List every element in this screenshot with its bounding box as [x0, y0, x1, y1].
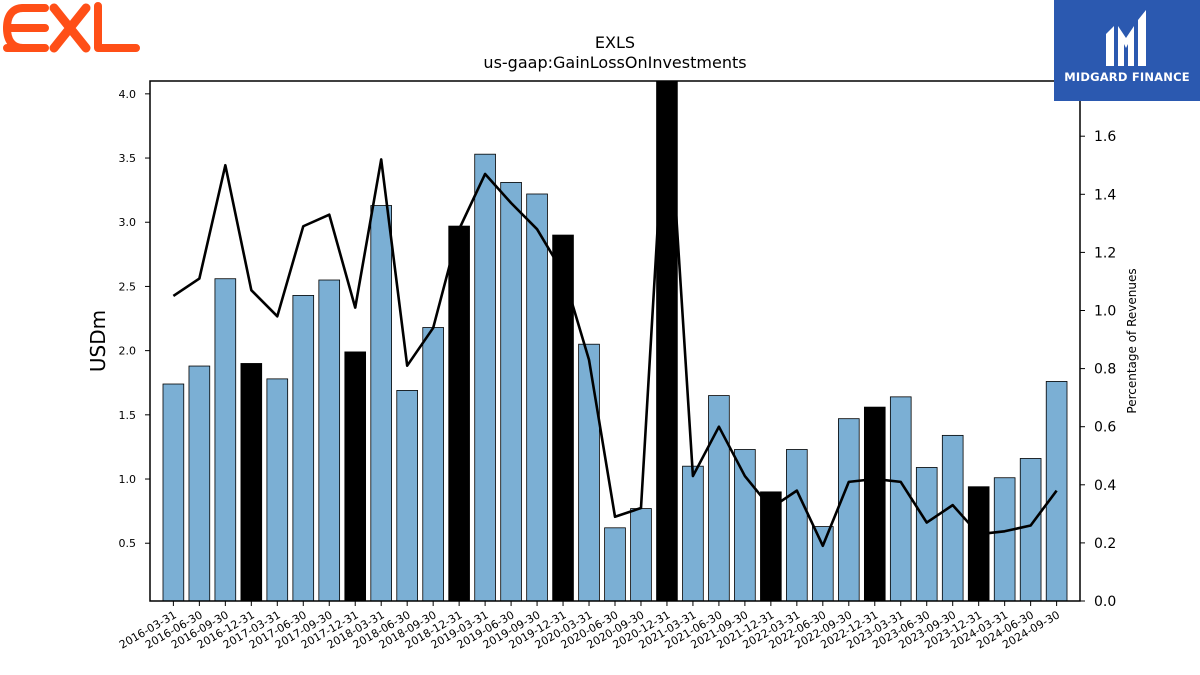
y2-tick-label: 1.4: [1094, 187, 1116, 203]
y2-axis-label: Percentage of Revenues: [1125, 268, 1139, 413]
y2-tick-label: 0.2: [1094, 536, 1116, 552]
bar-2023-12-31: [967, 486, 990, 602]
bar-2018-03-31: [370, 205, 392, 602]
bar-2022-09-30: [838, 418, 860, 602]
bar-2023-06-30: [915, 467, 938, 602]
bar-2019-09-30: [526, 193, 548, 602]
bar-2017-03-31: [266, 378, 289, 602]
bar-2024-03-31: [993, 477, 1016, 602]
bar-2019-06-30: [500, 182, 522, 602]
bar-2018-12-31: [448, 225, 470, 602]
bar-2016-12-31: [240, 363, 263, 602]
y-tick-label: 3.0: [119, 216, 137, 229]
bar-2016-09-30: [214, 278, 237, 602]
exl-logo-icon: [3, 2, 140, 53]
company-logo: [2, 0, 142, 60]
bar-2020-12-31: [656, 80, 678, 602]
y-axis-label: USDm: [86, 310, 110, 372]
brand-name: MIDGARD FINANCE: [1064, 70, 1190, 84]
y-tick-label: 1.0: [119, 473, 137, 486]
bar-2023-09-30: [941, 434, 964, 602]
percentage-line: [172, 81, 1058, 548]
chart-title: EXLS: [595, 33, 635, 52]
bars-group: [162, 80, 1068, 602]
y-tick-label: 4.0: [119, 88, 137, 101]
y2-tick-label: 0.4: [1094, 478, 1116, 494]
plot-frame: [149, 80, 1081, 602]
bar-2016-03-31: [162, 383, 185, 602]
y2-tick-label: 0.6: [1094, 420, 1116, 436]
bar-2024-06-30: [1019, 458, 1042, 602]
bar-2023-03-31: [889, 396, 912, 602]
y2-tick-label: 0.8: [1094, 362, 1116, 378]
brand-badge: MIDGARD FINANCE: [1054, 0, 1200, 101]
bar-2020-03-31: [578, 343, 600, 602]
y-tick-label: 2.0: [119, 345, 137, 358]
y-tick-label: 2.5: [119, 280, 137, 293]
bar-2019-12-31: [552, 234, 574, 602]
y2-tick-label: 1.6: [1094, 129, 1116, 145]
bar-2018-06-30: [396, 390, 418, 602]
chart-subtitle: us-gaap:GainLossOnInvestments: [483, 53, 746, 72]
y-tick-label: 1.5: [119, 409, 137, 422]
bar-2020-09-30: [630, 508, 652, 602]
bar-2022-03-31: [786, 449, 808, 602]
bar-2017-12-31: [344, 351, 367, 602]
bar-2022-06-30: [812, 526, 834, 602]
bar-2017-09-30: [318, 279, 341, 602]
midgard-logo-icon: [1106, 10, 1146, 66]
bar-2017-06-30: [292, 295, 315, 602]
bar-2021-09-30: [734, 449, 756, 602]
line-group: [172, 81, 1058, 548]
bar-2016-06-30: [188, 365, 211, 602]
y-tick-label: 0.5: [119, 537, 137, 550]
y-tick-label: 3.5: [119, 152, 137, 165]
bar-2020-06-30: [604, 527, 626, 602]
y2-tick-label: 0.0: [1094, 594, 1116, 610]
bar-2021-03-31: [682, 465, 704, 602]
bar-2019-03-31: [474, 153, 496, 602]
y2-tick-label: 1.2: [1094, 245, 1116, 261]
bar-2022-12-31: [863, 406, 886, 602]
bar-2018-09-30: [422, 327, 444, 602]
y2-tick-label: 1.0: [1094, 303, 1116, 319]
